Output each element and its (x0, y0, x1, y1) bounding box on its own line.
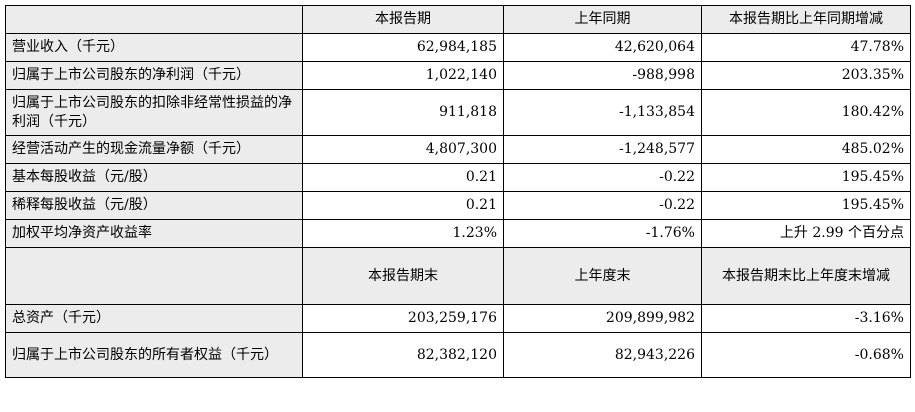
change-value: 195.45% (701, 163, 911, 192)
current-value: 0.21 (302, 191, 504, 220)
change-value: 47.78% (701, 33, 911, 62)
table-row: 归属于上市公司股东的扣除非经常性损益的净利润（千元） 911,818 -1,13… (5, 89, 911, 136)
row-label: 稀释每股收益（元/股） (5, 191, 303, 220)
row-label: 基本每股收益（元/股） (5, 163, 303, 192)
current-value: 1,022,140 (302, 61, 504, 90)
table-row: 基本每股收益（元/股） 0.21 -0.22 195.45% (5, 163, 911, 192)
table-row: 营业收入（千元） 62,984,185 42,620,064 47.78% (5, 33, 911, 62)
header-current-period-end: 本报告期末 (302, 247, 504, 305)
previous-value: 209,899,982 (503, 304, 702, 333)
change-value: 上升 2.99 个百分点 (701, 219, 911, 248)
row-label: 营业收入（千元） (5, 33, 303, 62)
table-row: 加权平均净资产收益率 1.23% -1.76% 上升 2.99 个百分点 (5, 219, 911, 248)
table-row: 稀释每股收益（元/股） 0.21 -0.22 195.45% (5, 191, 911, 220)
header-blank-cell (5, 5, 303, 34)
row-label: 总资产（千元） (5, 304, 303, 333)
table-row: 总资产（千元） 203,259,176 209,899,982 -3.16% (5, 304, 911, 333)
previous-value: -0.22 (503, 191, 702, 220)
current-value: 4,807,300 (302, 135, 504, 164)
table-row: 归属于上市公司股东的净利润（千元） 1,022,140 -988,998 203… (5, 61, 911, 90)
previous-value: 42,620,064 (503, 33, 702, 62)
current-value: 1.23% (302, 219, 504, 248)
row-label: 归属于上市公司股东的所有者权益（千元） (5, 332, 303, 378)
change-value: 485.02% (701, 135, 911, 164)
change-value: -3.16% (701, 304, 911, 333)
header-period-end-change: 本报告期末比上年度末增减 (701, 247, 911, 305)
header-current-period: 本报告期 (302, 5, 504, 34)
previous-value: -988,998 (503, 61, 702, 90)
header-previous-year-end: 上年度末 (503, 247, 702, 305)
change-value: 195.45% (701, 191, 911, 220)
previous-value: 82,943,226 (503, 332, 702, 378)
header-previous-period: 上年同期 (503, 5, 702, 34)
header-row-period-end: 本报告期末 上年度末 本报告期末比上年度末增减 (5, 247, 911, 305)
previous-value: -1.76% (503, 219, 702, 248)
current-value: 82,382,120 (302, 332, 504, 378)
current-value: 0.21 (302, 163, 504, 192)
row-label: 归属于上市公司股东的扣除非经常性损益的净利润（千元） (5, 89, 303, 136)
row-label: 经营活动产生的现金流量净额（千元） (5, 135, 303, 164)
current-value: 203,259,176 (302, 304, 504, 333)
financial-summary-table: 本报告期 上年同期 本报告期比上年同期增减 营业收入（千元） 62,984,18… (5, 5, 911, 378)
change-value: 203.35% (701, 61, 911, 90)
previous-value: -0.22 (503, 163, 702, 192)
row-label: 加权平均净资产收益率 (5, 219, 303, 248)
change-value: -0.68% (701, 332, 911, 378)
header-blank-cell (5, 247, 303, 305)
header-period-change: 本报告期比上年同期增减 (701, 5, 911, 34)
previous-value: -1,248,577 (503, 135, 702, 164)
table-row: 经营活动产生的现金流量净额（千元） 4,807,300 -1,248,577 4… (5, 135, 911, 164)
change-value: 180.42% (701, 89, 911, 136)
row-label: 归属于上市公司股东的净利润（千元） (5, 61, 303, 90)
current-value: 62,984,185 (302, 33, 504, 62)
previous-value: -1,133,854 (503, 89, 702, 136)
table-row: 归属于上市公司股东的所有者权益（千元） 82,382,120 82,943,22… (5, 332, 911, 378)
header-row-period: 本报告期 上年同期 本报告期比上年同期增减 (5, 5, 911, 34)
current-value: 911,818 (302, 89, 504, 136)
